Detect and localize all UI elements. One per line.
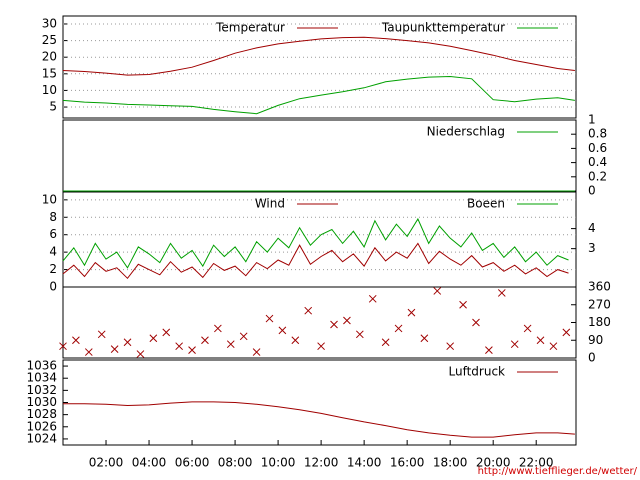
y2-tick-label: 0.8 <box>588 127 607 141</box>
legend-label: Niederschlag <box>427 125 505 139</box>
scatter-point <box>110 345 119 353</box>
scatter-point <box>72 336 80 345</box>
y-tick-label: 1024 <box>26 431 57 445</box>
x-tick-label: 10:00 <box>261 456 296 470</box>
x-tick-label: 02:00 <box>89 456 124 470</box>
y2-tick-label: 3 <box>588 241 596 255</box>
scatter-point <box>291 336 300 345</box>
y-tick-label: 1036 <box>26 359 57 373</box>
y-tick-label: 6 <box>49 227 57 241</box>
legend-label: Boeen <box>467 197 505 211</box>
series-line <box>62 36 575 76</box>
series-line <box>62 75 575 115</box>
scatter-point <box>394 324 403 333</box>
scatter-point <box>368 294 377 303</box>
y2-tick-label: 0.6 <box>588 141 607 155</box>
y-tick-label: 15 <box>42 66 57 80</box>
scatter-point <box>407 308 416 317</box>
scatter-point <box>84 348 93 356</box>
y-tick-label: 1026 <box>26 419 57 433</box>
legend-label: Temperatur <box>215 21 285 35</box>
y2-tick-label: 1 <box>588 113 596 127</box>
scatter-point <box>420 334 429 343</box>
scatter-point <box>562 328 571 337</box>
scatter-point <box>136 350 145 358</box>
scatter-point <box>97 330 106 339</box>
y-tick-label: 10 <box>42 192 57 206</box>
scatter-point <box>188 346 196 354</box>
scatter-point <box>485 346 493 354</box>
y2-tick-label: 180 <box>588 315 611 329</box>
scatter-point <box>446 342 455 351</box>
scatter-point <box>239 332 248 341</box>
y-tick-label: 1032 <box>26 383 57 397</box>
panel-frame <box>62 15 577 119</box>
scatter-point <box>59 342 67 351</box>
scatter-point <box>536 336 545 345</box>
y-tick-label: 30 <box>42 16 57 30</box>
scatter-point <box>162 328 171 337</box>
x-tick-label: 12:00 <box>304 456 339 470</box>
scatter-point <box>278 326 287 335</box>
scatter-point <box>201 336 209 345</box>
y-tick-label: 25 <box>42 33 57 47</box>
y-tick-label: 20 <box>42 50 57 64</box>
scatter-point <box>214 324 222 333</box>
scatter-point <box>149 334 158 343</box>
scatter-point <box>123 338 132 347</box>
scatter-point <box>459 300 467 309</box>
scatter-point <box>523 324 532 333</box>
y2-tick-label: 0 <box>588 351 596 365</box>
scatter-point <box>330 320 338 329</box>
scatter-point <box>175 342 184 351</box>
legend-label: Wind <box>255 197 285 211</box>
y2-tick-label: 4 <box>588 221 596 235</box>
y-tick-label: 1028 <box>26 407 57 421</box>
series-line <box>62 217 569 269</box>
y2-tick-label: 0.2 <box>588 169 607 183</box>
y-tick-label: 8 <box>49 210 57 224</box>
x-tick-label: 06:00 <box>175 456 210 470</box>
series-line <box>63 401 575 438</box>
y2-tick-label: 90 <box>588 333 603 347</box>
x-tick-label: 20:00 <box>476 456 511 470</box>
scatter-point <box>355 330 364 339</box>
scatter-point <box>265 314 274 323</box>
credit: http://www.tiefflieger.de/wetter/ <box>478 466 638 477</box>
scatter-point <box>549 342 558 351</box>
x-tick-label: 22:00 <box>519 456 554 470</box>
y2-tick-label: 360 <box>588 280 611 294</box>
y2-tick-label: 270 <box>588 297 611 311</box>
scatter-point <box>510 340 519 349</box>
x-tick-label: 14:00 <box>347 456 382 470</box>
series-line <box>62 242 569 280</box>
x-tick-label: 08:00 <box>218 456 253 470</box>
scatter-point <box>433 287 442 295</box>
x-tick-label: 18:00 <box>433 456 468 470</box>
y2-tick-label: 0 <box>588 184 596 198</box>
scatter-point <box>343 316 351 325</box>
scatter-point <box>472 318 480 327</box>
scatter-point <box>381 338 390 347</box>
scatter-point <box>317 342 325 351</box>
y-tick-label: 4 <box>49 245 57 259</box>
y2-tick-label: 0.4 <box>588 155 607 169</box>
y-tick-label: 0 <box>49 280 57 294</box>
x-tick-label: 16:00 <box>390 456 425 470</box>
x-tick-label: 04:00 <box>132 456 167 470</box>
y-tick-label: 2 <box>49 262 57 276</box>
scatter-point <box>252 348 261 356</box>
legend-label: Luftdruck <box>448 365 505 379</box>
scatter-point <box>226 340 235 349</box>
scatter-point <box>304 306 313 315</box>
y-tick-label: 5 <box>49 100 57 114</box>
y-tick-label: 1034 <box>26 371 57 385</box>
scatter-point <box>497 289 506 297</box>
y-tick-label: 10 <box>42 83 57 97</box>
y-tick-label: 1030 <box>26 395 57 409</box>
legend-label: Taupunkttemperatur <box>381 21 505 35</box>
